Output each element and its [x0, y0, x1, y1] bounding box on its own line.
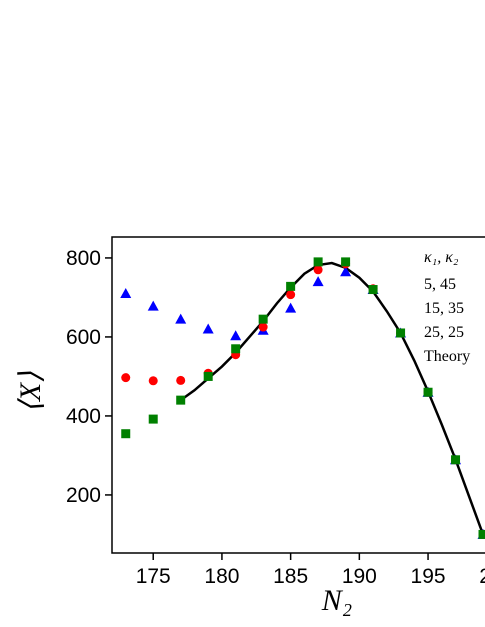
point: [202, 323, 214, 334]
point: [478, 529, 485, 539]
point: [340, 266, 352, 277]
point: [121, 373, 131, 383]
point: [231, 344, 241, 354]
x-axis-label: N₂: [321, 584, 352, 617]
point: [313, 257, 323, 267]
y-axis-label: ⟨X⟩: [14, 371, 47, 413]
point: [148, 376, 158, 386]
point: [286, 290, 296, 300]
point: [258, 314, 268, 324]
point: [423, 387, 433, 397]
theory-line: [179, 261, 485, 535]
point: [203, 371, 213, 381]
point: [312, 276, 324, 287]
point: [368, 285, 378, 295]
point: [147, 300, 159, 311]
point: [120, 287, 132, 298]
x-tick-label: 190: [342, 565, 377, 588]
x-tick-label: 200: [479, 565, 485, 588]
point: [396, 328, 406, 338]
point: [341, 257, 351, 267]
point: [451, 455, 461, 465]
point: [258, 322, 268, 332]
point: [286, 281, 296, 291]
legend-title: κ₁, κ₂: [424, 249, 459, 266]
point: [313, 265, 323, 275]
y-tick-label: 400: [66, 405, 101, 428]
legend-label: Theory: [424, 348, 470, 365]
x-tick-label: 185: [273, 565, 308, 588]
y-tick-label: 200: [66, 484, 101, 507]
x-tick-label: 180: [204, 565, 239, 588]
plot-frame: [111, 236, 485, 554]
legend-label: 15, 35: [424, 300, 464, 317]
point: [148, 414, 158, 424]
point: [121, 429, 131, 439]
legend-label: 25, 25: [424, 324, 464, 341]
point: [175, 313, 187, 324]
point: [230, 330, 242, 341]
x-tick-label: 195: [411, 565, 446, 588]
point: [285, 302, 297, 313]
point: [176, 395, 186, 405]
y-tick-label: 800: [66, 247, 101, 270]
x-tick-label: 175: [136, 565, 171, 588]
point: [176, 375, 186, 385]
y-tick-label: 600: [66, 326, 101, 349]
legend-label: 5, 45: [424, 276, 456, 293]
